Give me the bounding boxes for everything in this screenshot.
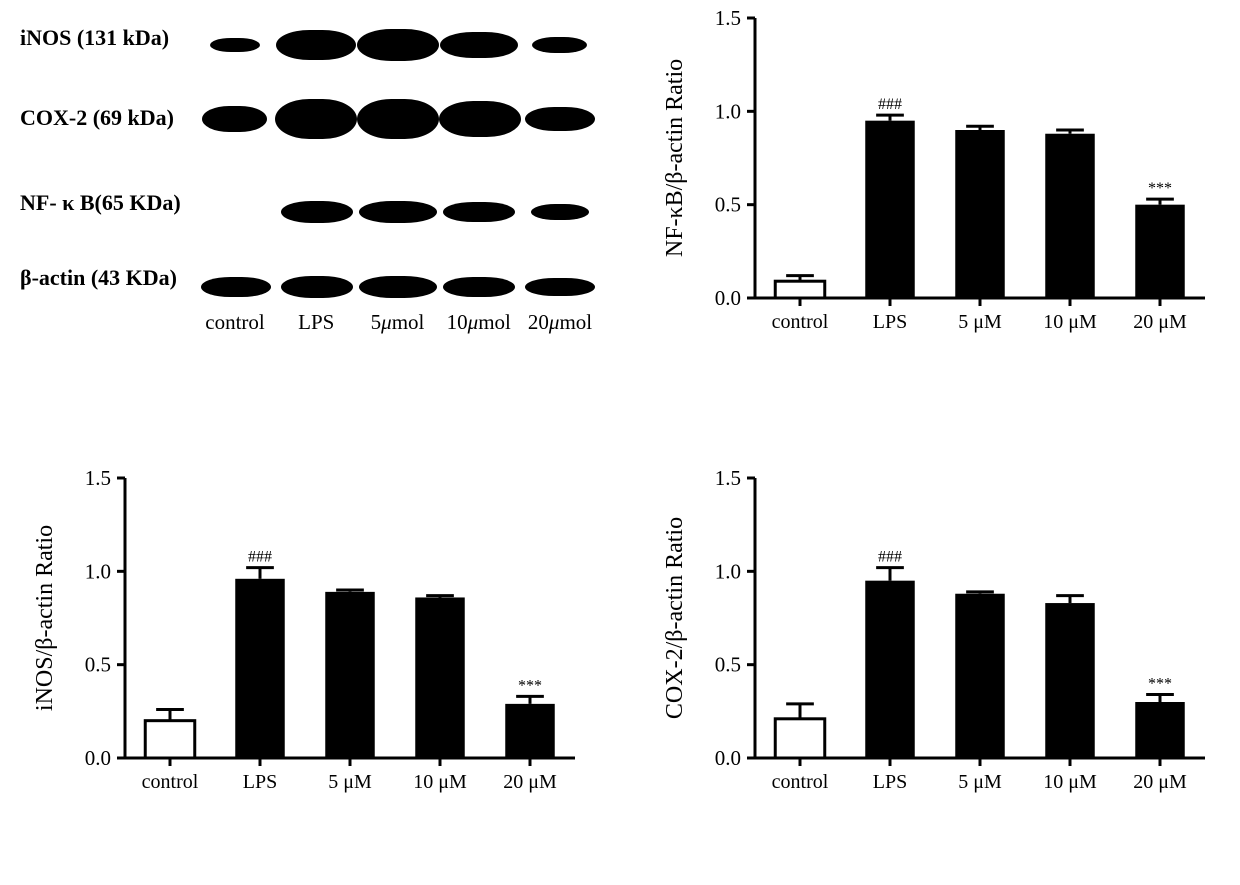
blot-row-lanes [195,190,600,234]
blot-band [359,201,437,223]
blot-row-label: NF- κ B(65 KDa) [20,190,181,216]
western-blot-panel: iNOS (131 kDa) COX-2 (69 kDa) NF- κ B(65… [0,0,640,360]
svg-text:10 μM: 10 μM [1043,771,1097,793]
bar [865,581,915,758]
svg-text:5 μM: 5 μM [958,771,1002,793]
svg-text:0.0: 0.0 [715,286,741,310]
blot-band [443,277,515,297]
svg-text:0.5: 0.5 [715,193,741,217]
bar [235,579,285,758]
blot-band [281,201,353,223]
blot-xlabel: control [195,310,275,335]
svg-text:***: *** [1148,180,1172,197]
blot-band [525,278,595,296]
svg-text:control: control [772,771,829,793]
inos-bar-chart: 0.0 0.5 1.0 1.5 iNOS/β-actin Ratio control LPS… [30,460,590,810]
blot-band [275,99,357,139]
bar [1135,205,1185,298]
nfkb-bar-chart: 0.0 0.5 1.0 1.5 NF-κB/β-actin Ratio control LP… [660,0,1220,350]
svg-text:###: ### [878,96,902,113]
blot-band [202,106,267,132]
bar [1135,702,1185,758]
svg-text:0.5: 0.5 [85,653,111,677]
svg-text:COX-2/β-actin Ratio: COX-2/β-actin Ratio [662,517,688,719]
bar [325,592,375,758]
svg-text:iNOS/β-actin Ratio: iNOS/β-actin Ratio [32,525,58,711]
bar [1045,603,1095,758]
svg-text:LPS: LPS [243,771,277,793]
svg-text:20 μM: 20 μM [503,771,557,793]
blot-band [281,276,353,298]
blot-xaxis-labels: control LPS 5μmol 10μmol 20μmol [195,310,600,335]
svg-text:NF-κB/β-actin Ratio: NF-κB/β-actin Ratio [662,59,688,257]
bar [775,281,825,298]
svg-text:20 μM: 20 μM [1133,771,1187,793]
svg-text:1.0: 1.0 [85,559,111,583]
bar [865,121,915,298]
blot-band [359,276,437,298]
blot-band [439,101,521,137]
blot-band [357,99,439,139]
svg-text:###: ### [248,549,272,566]
bar [955,594,1005,758]
blot-band [443,202,515,222]
blot-row-lanes [195,97,600,141]
svg-text:***: *** [518,677,542,694]
svg-text:10 μM: 10 μM [413,771,467,793]
svg-text:***: *** [1148,676,1172,693]
blot-row-label: iNOS (131 kDa) [20,25,169,51]
svg-text:1.0: 1.0 [715,99,741,123]
svg-text:10 μM: 10 μM [1043,311,1097,333]
svg-text:0.0: 0.0 [715,746,741,770]
svg-text:5 μM: 5 μM [958,311,1002,333]
svg-text:0.5: 0.5 [715,653,741,677]
svg-text:1.0: 1.0 [715,559,741,583]
blot-band [532,37,587,53]
blot-band [210,38,260,52]
svg-text:1.5: 1.5 [715,6,741,30]
svg-text:20 μM: 20 μM [1133,311,1187,333]
blot-row-label: β-actin (43 KDa) [20,265,177,291]
blot-xlabel: 10μmol [439,310,519,335]
blot-row-lanes [195,265,600,309]
svg-text:LPS: LPS [873,771,907,793]
blot-band [440,32,518,58]
svg-text:5 μM: 5 μM [328,771,372,793]
svg-text:1.5: 1.5 [85,466,111,490]
svg-text:1.5: 1.5 [715,466,741,490]
bar [955,130,1005,298]
blot-band [525,107,595,131]
blot-xlabel: 20μmol [520,310,600,335]
svg-text:LPS: LPS [873,311,907,333]
blot-xlabel: LPS [276,310,356,335]
svg-text:control: control [142,771,199,793]
blot-row-lanes [195,23,600,67]
svg-text:control: control [772,311,829,333]
blot-band [357,29,439,61]
blot-band [531,204,589,220]
svg-text:0.0: 0.0 [85,746,111,770]
blot-band [201,277,271,297]
blot-band [276,30,356,60]
bar [775,719,825,758]
bar [415,597,465,758]
blot-row-label: COX-2 (69 kDa) [20,105,174,131]
bar [1045,134,1095,298]
cox2-bar-chart: 0.0 0.5 1.0 1.5 COX-2/β-actin Ratio control LP… [660,460,1220,810]
svg-text:###: ### [878,549,902,566]
bar [505,704,555,758]
blot-xlabel: 5μmol [358,310,438,335]
bar [145,721,195,758]
